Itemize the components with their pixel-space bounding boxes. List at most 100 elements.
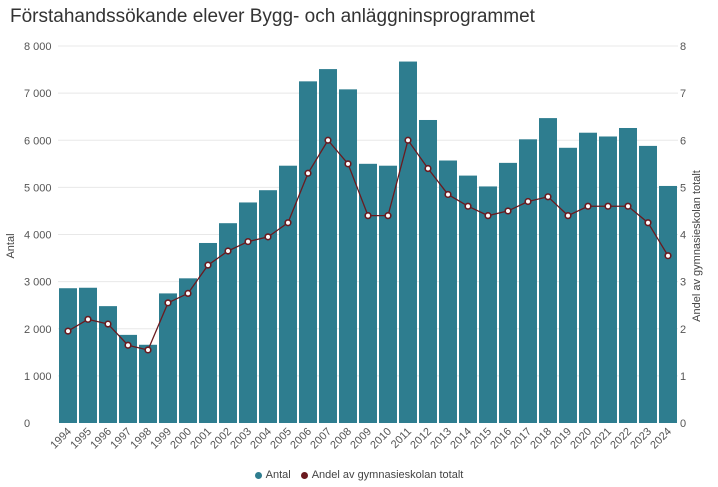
left-axis-ticks: 0 1 000 2 000 3 000 4 000 5 000 6 000 7 000 8 00… <box>24 41 52 430</box>
legend-item-andel[interactable]: Andel av gymnasieskolan totalt <box>300 469 464 481</box>
bar[interactable] <box>179 278 197 423</box>
y2-tick-label: 1 <box>680 371 686 383</box>
x-tick-label: 2022 <box>608 426 634 452</box>
x-tick-label: 1998 <box>128 426 154 452</box>
x-tick-label: 2013 <box>428 426 454 452</box>
x-tick-label: 2002 <box>208 426 234 452</box>
bar[interactable] <box>579 132 597 423</box>
x-tick-label: 2001 <box>188 426 214 452</box>
x-tick-label: 2023 <box>628 426 654 452</box>
line-point[interactable] <box>424 164 432 173</box>
x-tick-label: 2017 <box>508 426 534 452</box>
y-tick-label: 0 <box>24 418 30 430</box>
line-point[interactable] <box>444 190 452 199</box>
bar[interactable] <box>659 185 677 423</box>
line-point[interactable] <box>264 233 272 241</box>
line-point[interactable] <box>524 197 532 206</box>
x-tick-label: 2024 <box>648 426 674 452</box>
bar[interactable] <box>519 139 537 423</box>
bar[interactable] <box>239 202 257 423</box>
bar[interactable] <box>419 119 437 423</box>
bar[interactable] <box>459 175 477 423</box>
y2-axis-label: Andel av gymnasieskolan totalt <box>691 170 703 322</box>
bar[interactable] <box>119 334 137 423</box>
line-point[interactable] <box>484 212 492 220</box>
line-point[interactable] <box>584 202 592 210</box>
line-point[interactable] <box>384 212 392 220</box>
bar[interactable] <box>159 293 177 423</box>
bar[interactable] <box>439 160 457 424</box>
line-point[interactable] <box>364 212 372 220</box>
bar[interactable] <box>399 61 417 424</box>
line-point[interactable] <box>124 341 132 349</box>
line-point[interactable] <box>344 160 352 168</box>
line-point[interactable] <box>544 193 552 201</box>
line-point[interactable] <box>624 202 632 210</box>
line-point[interactable] <box>244 237 252 246</box>
line-point[interactable] <box>144 346 152 354</box>
line-point[interactable] <box>664 252 672 260</box>
bar[interactable] <box>639 145 657 423</box>
line-point[interactable] <box>324 136 332 144</box>
bar[interactable] <box>79 287 97 423</box>
line-point[interactable] <box>284 219 292 227</box>
bar[interactable] <box>339 89 357 423</box>
x-tick-label: 2012 <box>408 426 434 452</box>
legend-marker-antal <box>254 471 262 479</box>
line-point[interactable] <box>104 320 112 328</box>
x-tick-label: 2018 <box>528 426 554 452</box>
bar[interactable] <box>259 190 277 423</box>
x-tick-label: 2011 <box>389 426 414 451</box>
right-axis-ticks: 0 1 2 3 4 5 6 7 8 <box>680 41 686 430</box>
line-point[interactable] <box>604 202 612 210</box>
line-point[interactable] <box>404 136 412 144</box>
bar[interactable] <box>539 118 557 423</box>
bar[interactable] <box>279 165 297 423</box>
x-tick-label: 2006 <box>288 426 314 452</box>
bar[interactable] <box>559 147 577 424</box>
y-tick-label: 1 000 <box>24 371 52 383</box>
bar[interactable] <box>479 186 497 423</box>
line-point[interactable] <box>464 202 472 210</box>
x-tick-label: 2009 <box>348 426 374 452</box>
legend-item-antal[interactable]: Antal <box>254 469 291 481</box>
bar[interactable] <box>499 162 517 423</box>
y2-tick-label: 6 <box>680 135 686 147</box>
x-tick-label: 2010 <box>368 426 394 452</box>
bar[interactable] <box>359 163 377 423</box>
line-point[interactable] <box>644 219 652 227</box>
legend-label-andel: Andel av gymnasieskolan totalt <box>311 469 464 481</box>
bar[interactable] <box>379 165 397 423</box>
line-point[interactable] <box>504 207 512 215</box>
line-point[interactable] <box>304 169 312 177</box>
bar[interactable] <box>219 223 237 423</box>
bar[interactable] <box>619 127 637 423</box>
line-point[interactable] <box>164 299 172 307</box>
bar[interactable] <box>319 69 337 423</box>
line-point[interactable] <box>84 315 92 323</box>
bar[interactable] <box>59 288 77 423</box>
bar[interactable] <box>139 344 157 423</box>
bar[interactable] <box>99 306 117 423</box>
x-tick-label: 2005 <box>268 426 294 452</box>
x-tick-label: 1995 <box>68 426 94 452</box>
x-tick-label: 1997 <box>108 426 134 452</box>
line-point[interactable] <box>224 247 232 255</box>
x-tick-label: 2021 <box>588 426 614 452</box>
x-tick-label: 2008 <box>328 426 354 452</box>
bar[interactable] <box>199 242 217 423</box>
y-tick-label: 3 000 <box>24 277 52 289</box>
x-tick-label: 2004 <box>248 426 274 452</box>
line-point[interactable] <box>184 289 192 298</box>
legend-label-antal: Antal <box>265 469 291 481</box>
y2-tick-label: 0 <box>680 418 686 430</box>
line-point[interactable] <box>204 261 212 269</box>
bar[interactable] <box>599 136 617 424</box>
bar[interactable] <box>299 81 317 423</box>
line-point[interactable] <box>564 212 572 220</box>
x-tick-label: 2016 <box>488 426 514 452</box>
line-point[interactable] <box>64 327 72 335</box>
bar-series <box>59 61 677 424</box>
y2-tick-label: 3 <box>680 277 686 289</box>
